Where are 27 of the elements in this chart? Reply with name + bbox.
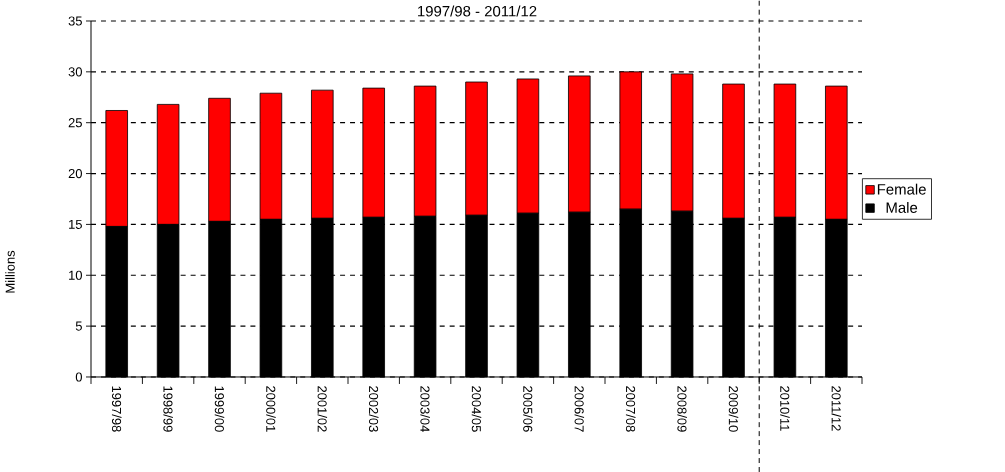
y-tick-label: 20 [68,168,82,179]
x-tick-label: 2002/03 [368,386,379,432]
x-tick-label: 2011/12 [831,386,842,431]
y-tick-label: 10 [69,270,82,280]
x-tick-label: 2009/10 [728,386,739,432]
y-tick-label: 25 [68,118,82,128]
x-tick-label: 2010/11 [780,386,790,431]
y-tick-label: 5 [75,321,82,331]
x-tick-label: 1997/98 [111,386,122,432]
y-tick-label: 0 [75,372,82,382]
legend-label: Male [886,201,918,213]
x-tick-label: 2007/08 [625,386,636,432]
x-tick-label: 2004/05 [471,386,482,432]
x-tick-label: 1998/99 [163,386,173,432]
x-tick-label: 2006/07 [574,386,585,432]
y-tick-label: 30 [68,67,82,77]
y-axis-title: Millions [5,250,15,293]
chart-title: 1997/98 - 2011/12 [418,5,537,17]
x-tick-label: 2008/09 [677,386,687,432]
legend-label: Female [877,183,926,195]
x-tick-label: 2001/02 [317,386,328,432]
x-tick-label: 2003/04 [420,386,430,432]
x-tick-label: 1999/00 [214,386,225,432]
y-tick-label: 15 [69,219,82,229]
x-tick-label: 2005/06 [523,386,533,432]
x-tick-label: 2000/01 [266,386,276,432]
y-tick-label: 35 [68,16,82,26]
